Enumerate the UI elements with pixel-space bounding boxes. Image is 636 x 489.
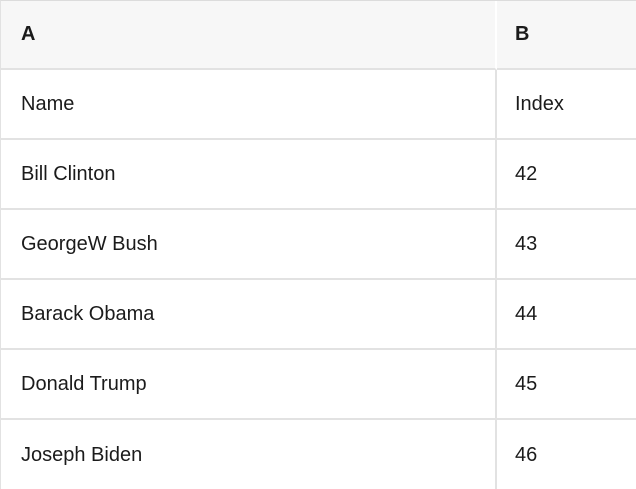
cell-a1[interactable]: Name <box>1 70 497 140</box>
table-row: Name Index <box>1 70 636 140</box>
cell-b3[interactable]: 43 <box>497 210 636 280</box>
table-row: Donald Trump 45 <box>1 350 636 420</box>
table-row: GeorgeW Bush 43 <box>1 210 636 280</box>
table-row: Barack Obama 44 <box>1 280 636 350</box>
cell-b5[interactable]: 45 <box>497 350 636 420</box>
cell-b1[interactable]: Index <box>497 70 636 140</box>
column-header-b[interactable]: B <box>497 1 636 70</box>
cell-a6[interactable]: Joseph Biden <box>1 420 497 489</box>
cell-a5[interactable]: Donald Trump <box>1 350 497 420</box>
cell-a2[interactable]: Bill Clinton <box>1 140 497 210</box>
cell-b4[interactable]: 44 <box>497 280 636 350</box>
table-row: Bill Clinton 42 <box>1 140 636 210</box>
table-row: Joseph Biden 46 <box>1 420 636 489</box>
cell-a3[interactable]: GeorgeW Bush <box>1 210 497 280</box>
cell-b2[interactable]: 42 <box>497 140 636 210</box>
column-header-a[interactable]: A <box>1 1 497 70</box>
column-header-row: A B <box>1 1 636 70</box>
cell-b6[interactable]: 46 <box>497 420 636 489</box>
cell-a4[interactable]: Barack Obama <box>1 280 497 350</box>
